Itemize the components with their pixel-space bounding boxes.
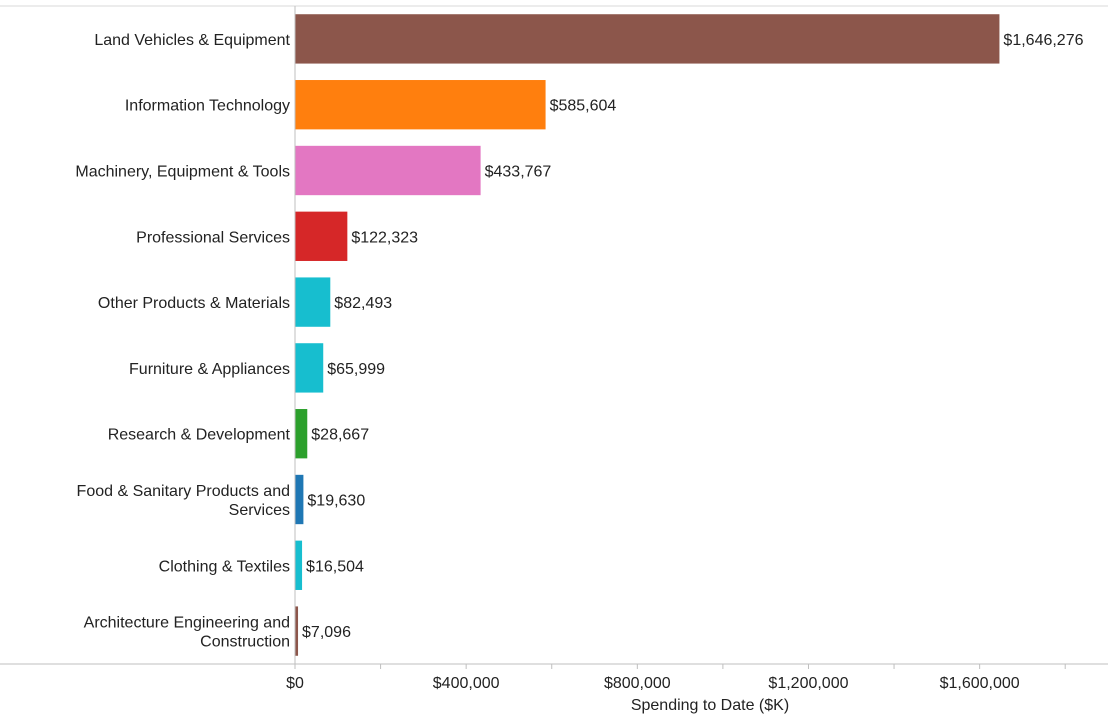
category-label-machinery-equipment-tools: Machinery, Equipment & Tools [75, 164, 290, 181]
bar-information-technology [295, 80, 546, 130]
bar-land-vehicles-equipment [295, 14, 1000, 64]
x-axis: $0 $400,000 $800,000 $1,200,000 $1,600,000 [0, 6, 1108, 692]
category-label-line: Construction [200, 634, 290, 651]
x-tick-label: $0 [286, 675, 304, 692]
x-tick-label: $800,000 [604, 675, 671, 692]
bar-other-products-materials [295, 277, 331, 327]
category-label-line: Architecture Engineering and [84, 615, 290, 632]
category-label-line: Professional Services [136, 229, 290, 246]
category-label-clothing-textiles: Clothing & Textiles [159, 558, 290, 575]
category-label-line: Land Vehicles & Equipment [94, 32, 290, 49]
category-label-information-technology: Information Technology [125, 98, 290, 115]
bar-machinery-equipment-tools [295, 145, 481, 196]
value-label-architecture-engineering-and-construction: $7,096 [302, 624, 351, 641]
value-label-information-technology: $585,604 [550, 98, 617, 115]
value-label-machinery-equipment-tools: $433,767 [485, 164, 552, 181]
value-labels: $1,646,276 $585,604 $433,767 $122,323 $82,49… [302, 32, 1084, 641]
value-label-furniture-appliances: $65,999 [327, 361, 385, 378]
category-label-furniture-appliances: Furniture & Appliances [129, 361, 290, 378]
x-tick-label: $1,600,000 [940, 675, 1020, 692]
category-label-line: Services [229, 502, 290, 519]
bar-research-development [295, 409, 308, 459]
category-label-other-products-materials: Other Products & Materials [98, 295, 290, 312]
x-axis-title: Spending to Date ($K) [631, 697, 789, 714]
category-label-line: Machinery, Equipment & Tools [75, 164, 290, 181]
category-label-line: Clothing & Textiles [159, 558, 290, 575]
value-label-food-sanitary-products-and-services: $19,630 [307, 493, 365, 510]
category-label-food-sanitary-products-and-services: Food & Sanitary Products and Services [77, 483, 290, 519]
x-tick-label: $400,000 [433, 675, 500, 692]
bar-furniture-appliances [295, 343, 324, 393]
bars-layer [295, 14, 1000, 656]
category-label-professional-services: Professional Services [136, 229, 290, 246]
category-label-line: Food & Sanitary Products and [77, 483, 290, 500]
value-label-land-vehicles-equipment: $1,646,276 [1003, 32, 1083, 49]
bar-architecture-engineering-and-construction [295, 606, 299, 656]
value-label-professional-services: $122,323 [351, 229, 418, 246]
category-label-line: Information Technology [125, 98, 290, 115]
category-label-architecture-engineering-and-construction: Architecture Engineering and Construction [84, 615, 290, 651]
bar-clothing-textiles [295, 540, 303, 590]
category-label-land-vehicles-equipment: Land Vehicles & Equipment [94, 32, 290, 49]
value-label-other-products-materials: $82,493 [334, 295, 392, 312]
value-label-clothing-textiles: $16,504 [306, 558, 364, 575]
category-label-research-development: Research & Development [108, 427, 291, 444]
bar-professional-services [295, 211, 348, 261]
category-labels: Land Vehicles & Equipment Information Tec… [75, 32, 290, 651]
category-label-line: Other Products & Materials [98, 295, 290, 312]
bar-food-sanitary-products-and-services [295, 474, 304, 525]
value-label-research-development: $28,667 [311, 427, 369, 444]
category-label-line: Furniture & Appliances [129, 361, 290, 378]
x-tick-label: $1,200,000 [768, 675, 848, 692]
category-label-line: Research & Development [108, 427, 291, 444]
